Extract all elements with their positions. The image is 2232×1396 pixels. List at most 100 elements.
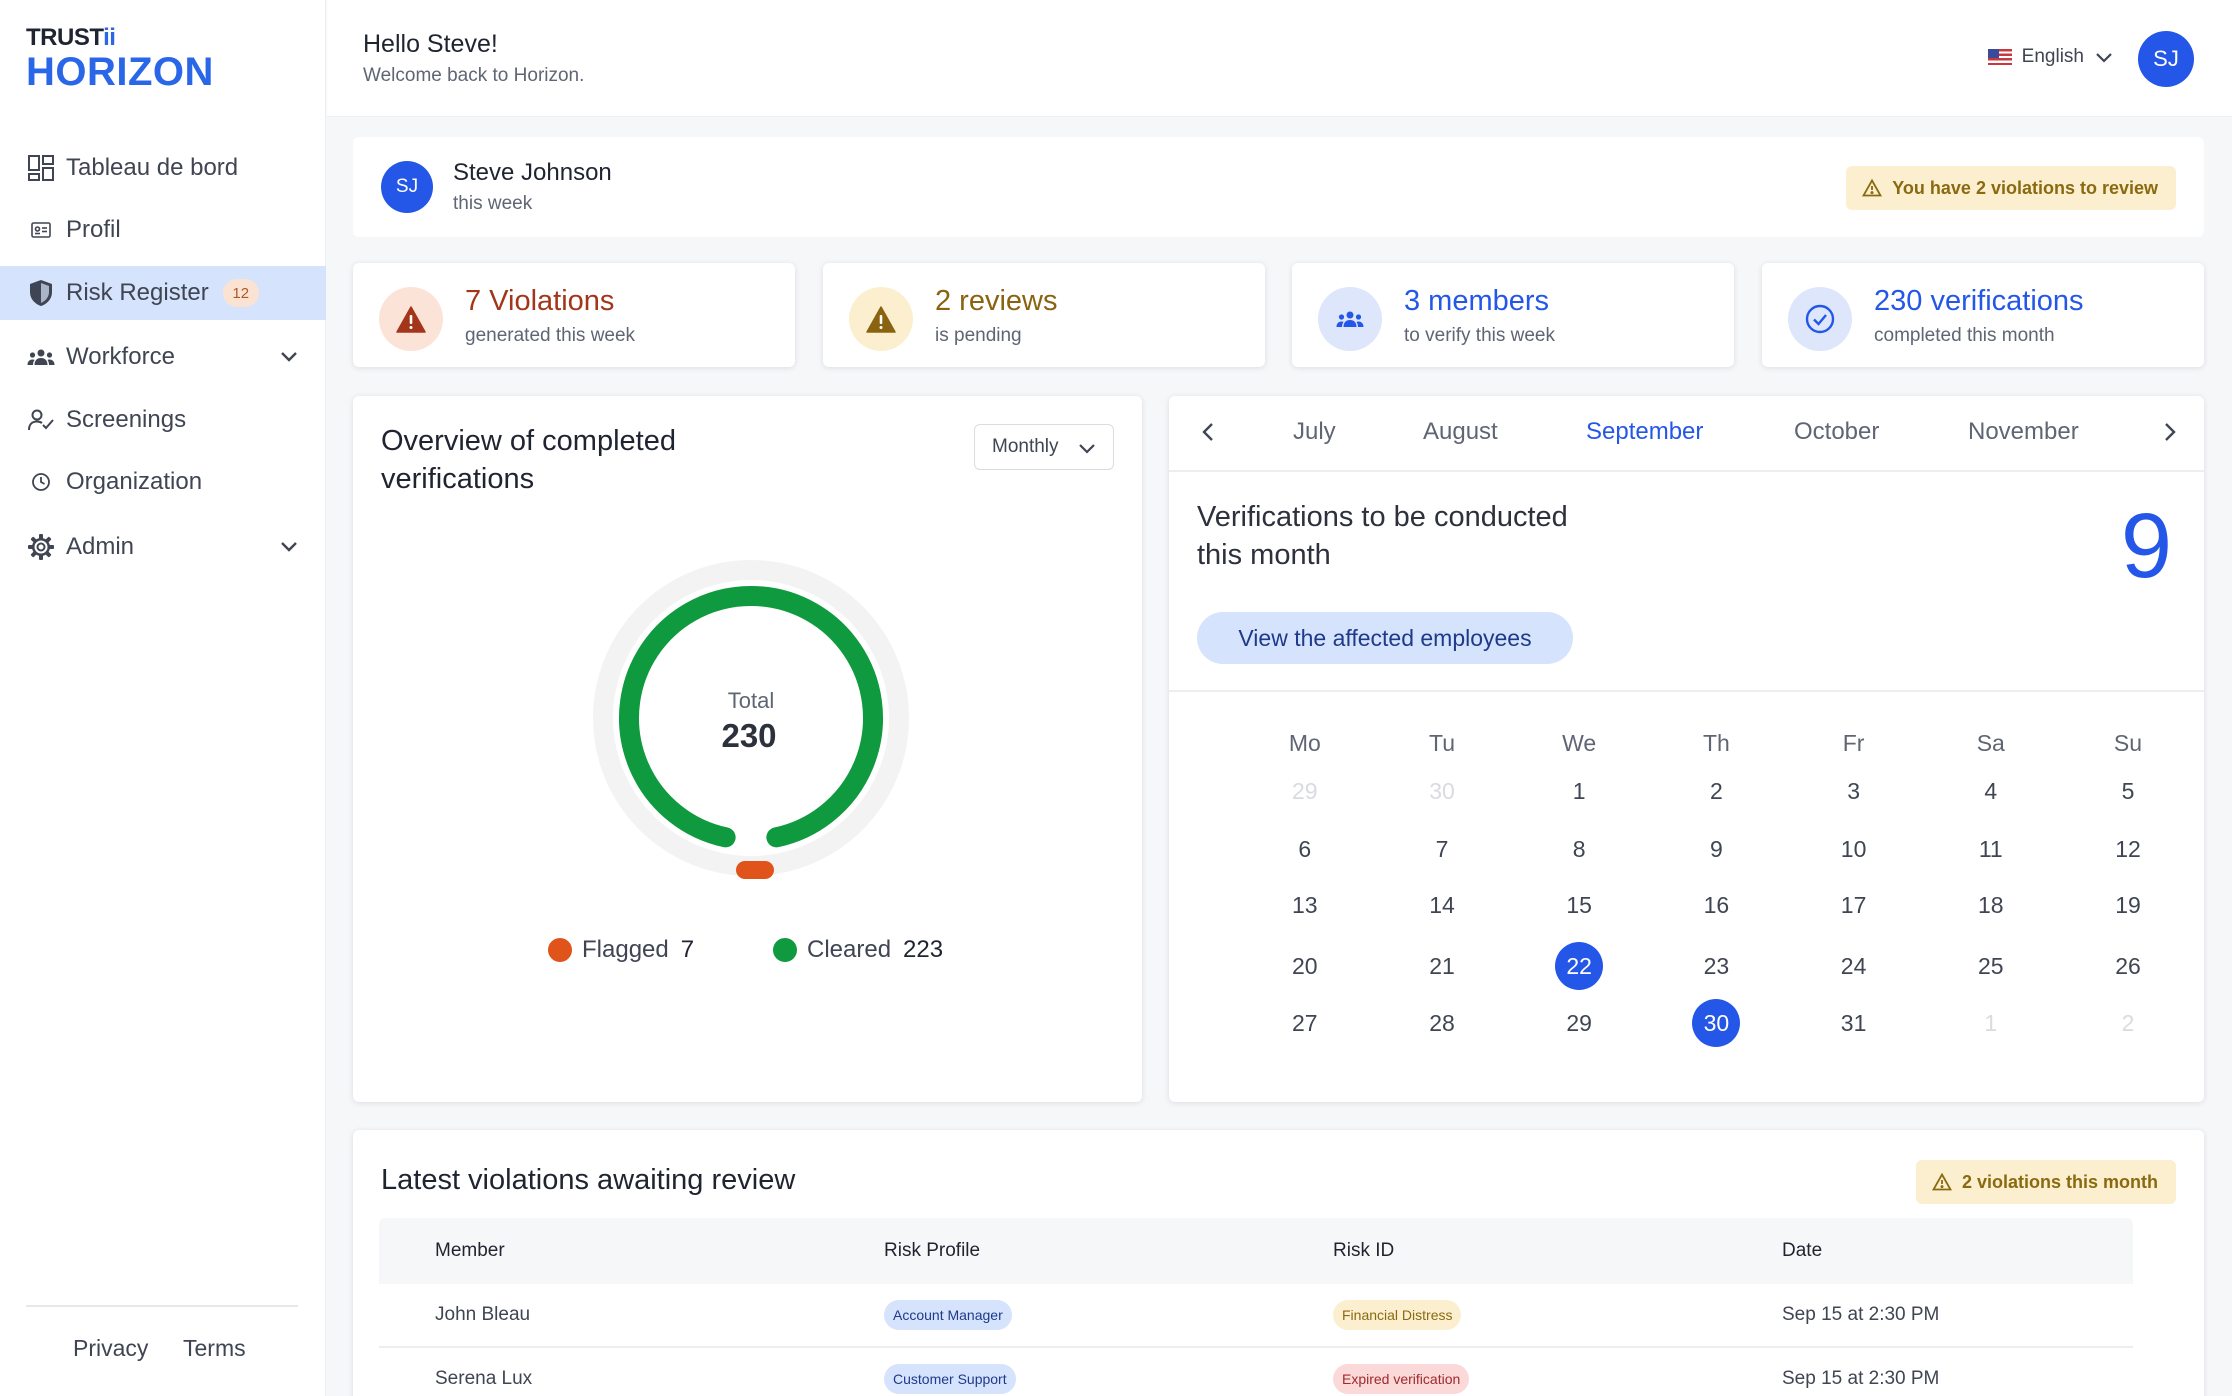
warning-icon <box>1931 1173 1952 1191</box>
donut-total-label: Total <box>728 688 774 713</box>
terms-link[interactable]: Terms <box>183 1335 246 1361</box>
stat-title: 2 reviews <box>935 285 1058 317</box>
sidebar-item-risk-register[interactable]: Risk Register 12 <box>0 266 326 320</box>
logo-top-text: TRUST <box>26 24 104 51</box>
calendar-day[interactable]: 6 <box>1298 836 1312 863</box>
calendar-day[interactable]: 13 <box>1292 892 1318 919</box>
calendar-day[interactable]: 26 <box>2115 952 2141 979</box>
stat-card-verifications[interactable]: 230 verifications completed this month <box>1762 263 2204 367</box>
shield-icon <box>26 278 56 308</box>
sidebar-divider <box>26 1305 298 1307</box>
sidebar-item-dashboard[interactable]: Tableau de bord <box>0 141 326 195</box>
calendar-day[interactable]: 28 <box>1429 1009 1455 1036</box>
calendar-day[interactable]: 2 <box>2121 1009 2135 1036</box>
chevron-down-icon <box>2094 47 2114 67</box>
cleared-dot <box>773 938 797 962</box>
column-header-date[interactable]: Date <box>1782 1240 1823 1261</box>
calendar-day[interactable]: 29 <box>1566 1009 1592 1036</box>
stat-card-members[interactable]: 3 members to verify this week <box>1292 263 1734 367</box>
donut-inner <box>613 580 889 856</box>
stat-card-reviews[interactable]: 2 reviews is pending <box>823 263 1265 367</box>
sidebar-item-admin[interactable]: Admin <box>0 520 326 574</box>
team-icon <box>1318 287 1382 351</box>
calendar-day[interactable]: 8 <box>1572 836 1586 863</box>
cleared-label: Cleared <box>807 936 892 963</box>
calendar-day[interactable]: 12 <box>2115 836 2141 863</box>
calendar-day[interactable]: 3 <box>1847 777 1860 804</box>
calendar-day[interactable]: 29 <box>1292 777 1318 804</box>
calendar-day[interactable]: 16 <box>1703 892 1730 919</box>
calendar-day[interactable]: 1 <box>1984 1009 1998 1036</box>
logo-main-text: HORIZON <box>26 50 214 94</box>
calendar-day[interactable]: 14 <box>1429 892 1455 919</box>
month-august[interactable]: August <box>1423 418 1498 445</box>
flagged-segment <box>736 861 774 879</box>
chevron-down-icon[interactable] <box>278 535 300 564</box>
calendar-day[interactable]: 24 <box>1840 952 1867 979</box>
member-name: John Bleau <box>435 1304 531 1325</box>
stat-subtitle: to verify this week <box>1404 325 1555 346</box>
calendar-day[interactable]: 30 <box>1429 777 1455 804</box>
calendar-day[interactable]: 1 <box>1572 777 1586 804</box>
privacy-link[interactable]: Privacy <box>73 1335 149 1361</box>
sidebar: TRUSTii HORIZON Tableau de bord Profil R… <box>0 0 326 1396</box>
stat-card-violations[interactable]: 7 Violations generated this week <box>353 263 795 367</box>
logo[interactable]: TRUSTii HORIZON <box>26 24 214 95</box>
calendar-day[interactable]: 23 <box>1703 952 1730 979</box>
calendar-day[interactable]: 31 <box>1840 1009 1867 1036</box>
sidebar-item-label: Profil <box>66 216 121 243</box>
calendar-day[interactable]: 21 <box>1429 952 1455 979</box>
column-header-member[interactable]: Member <box>435 1240 505 1261</box>
calendar-day[interactable]: 5 <box>2121 777 2135 804</box>
sidebar-item-organization[interactable]: Organization <box>0 455 326 509</box>
chevron-down-icon[interactable] <box>278 345 300 374</box>
chevron-left-icon[interactable] <box>1197 420 1221 449</box>
calendar-day[interactable]: 10 <box>1840 836 1867 863</box>
month-november[interactable]: November <box>1968 418 2079 445</box>
period-value: Monthly <box>992 436 1059 457</box>
period-dropdown[interactable]: Monthly <box>974 424 1114 470</box>
calendar-day[interactable]: 25 <box>1978 952 2004 979</box>
calendar-day[interactable]: 7 <box>1435 836 1449 863</box>
calendar-day[interactable]: 15 <box>1566 892 1592 919</box>
calendar-day[interactable]: 20 <box>1292 952 1318 979</box>
stat-title: 3 members <box>1404 285 1550 317</box>
logo-top-accent: ii <box>103 24 116 51</box>
month-september[interactable]: September <box>1586 418 1704 445</box>
month-july[interactable]: July <box>1293 418 1336 445</box>
chevron-right-icon[interactable] <box>2157 420 2181 449</box>
column-header-risk-id[interactable]: Risk ID <box>1333 1240 1395 1261</box>
calendar-day[interactable]: 11 <box>1978 836 2003 863</box>
calendar-day[interactable]: 22 <box>1555 942 1604 990</box>
calendar-day[interactable]: 4 <box>1984 777 1998 804</box>
table-row[interactable]: John Bleau Account Manager Financial Dis… <box>379 1284 2133 1348</box>
greeting: Hello Steve! <box>363 30 498 58</box>
flagged-value: 7 <box>680 936 695 963</box>
column-header-risk-profile[interactable]: Risk Profile <box>884 1240 981 1261</box>
risk-id-tag: Expired verification <box>1333 1364 1470 1394</box>
table-row[interactable]: Serena Lux Customer Support Expired veri… <box>379 1348 2133 1396</box>
calendar-day[interactable]: 9 <box>1709 836 1723 863</box>
stat-subtitle: generated this week <box>465 325 636 346</box>
month-october[interactable]: October <box>1794 418 1880 445</box>
calendar-day[interactable]: 30 <box>1692 999 1741 1048</box>
calendar-day[interactable]: 18 <box>1978 892 2004 919</box>
sidebar-item-label: Organization <box>66 468 203 495</box>
violations-review-alert[interactable]: You have 2 violations to review <box>1846 166 2176 210</box>
team-icon <box>26 342 56 372</box>
calendar-day[interactable]: 27 <box>1292 1009 1318 1036</box>
stat-subtitle: completed this month <box>1874 325 2055 346</box>
sidebar-item-screenings[interactable]: Screenings <box>0 393 326 447</box>
view-affected-employees-button[interactable]: View the affected employees <box>1197 612 1573 664</box>
user-avatar[interactable]: SJ <box>2138 31 2194 87</box>
sidebar-item-label: Risk Register <box>66 279 209 306</box>
language-selector[interactable]: English <box>1987 46 2114 68</box>
calendar-day[interactable]: 19 <box>2115 892 2141 919</box>
alert-text: 2 violations this month <box>1961 1171 2158 1192</box>
user-period: this week <box>453 193 533 214</box>
sidebar-item-workforce[interactable]: Workforce <box>0 330 326 384</box>
sidebar-item-profil[interactable]: Profil <box>0 203 326 257</box>
calendar-day[interactable]: 17 <box>1840 892 1867 919</box>
calendar-day[interactable]: 2 <box>1709 777 1723 804</box>
violations-month-alert[interactable]: 2 violations this month <box>1915 1160 2176 1204</box>
